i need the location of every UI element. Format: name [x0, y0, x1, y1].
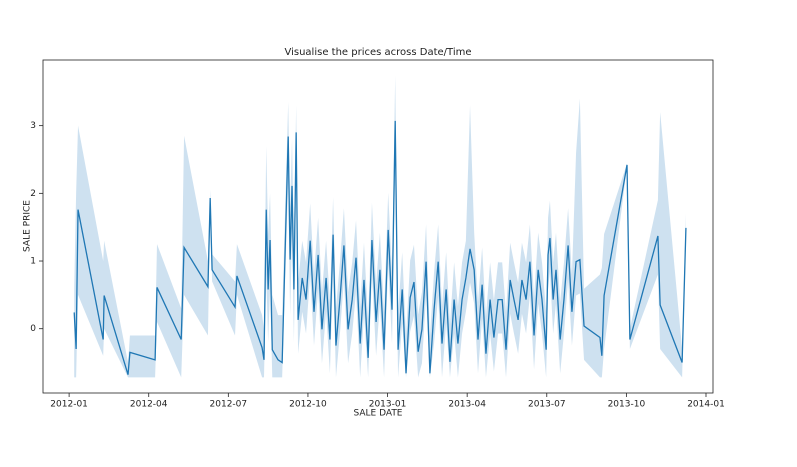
x-tick-label: 2012-01: [50, 400, 88, 410]
chart-title: Visualise the prices across Date/Time: [284, 47, 471, 58]
x-axis-label: SALE DATE: [353, 409, 402, 419]
x-tick-label: 2012-10: [289, 400, 327, 410]
x-tick-label: 2013-10: [608, 400, 646, 410]
line: [73, 120, 687, 375]
x-tick-label: 2014-01: [687, 400, 725, 410]
plot-frame: [42, 59, 714, 394]
y-tick-label: 0: [30, 324, 36, 334]
confidence-band: [74, 75, 686, 378]
y-axis-label: SALE PRICE: [23, 200, 33, 252]
x-tick-label: 2013-04: [448, 400, 486, 410]
x-tick-label: 2013-01: [369, 400, 407, 410]
y-tick-label: 2: [30, 189, 36, 199]
x-tick-label: 2012-07: [210, 400, 248, 410]
x-tick-label: 2012-04: [130, 400, 168, 410]
x-tick-label: 2013-07: [528, 400, 566, 410]
y-tick-label: 3: [30, 121, 36, 131]
y-tick-label: 1: [30, 257, 36, 267]
